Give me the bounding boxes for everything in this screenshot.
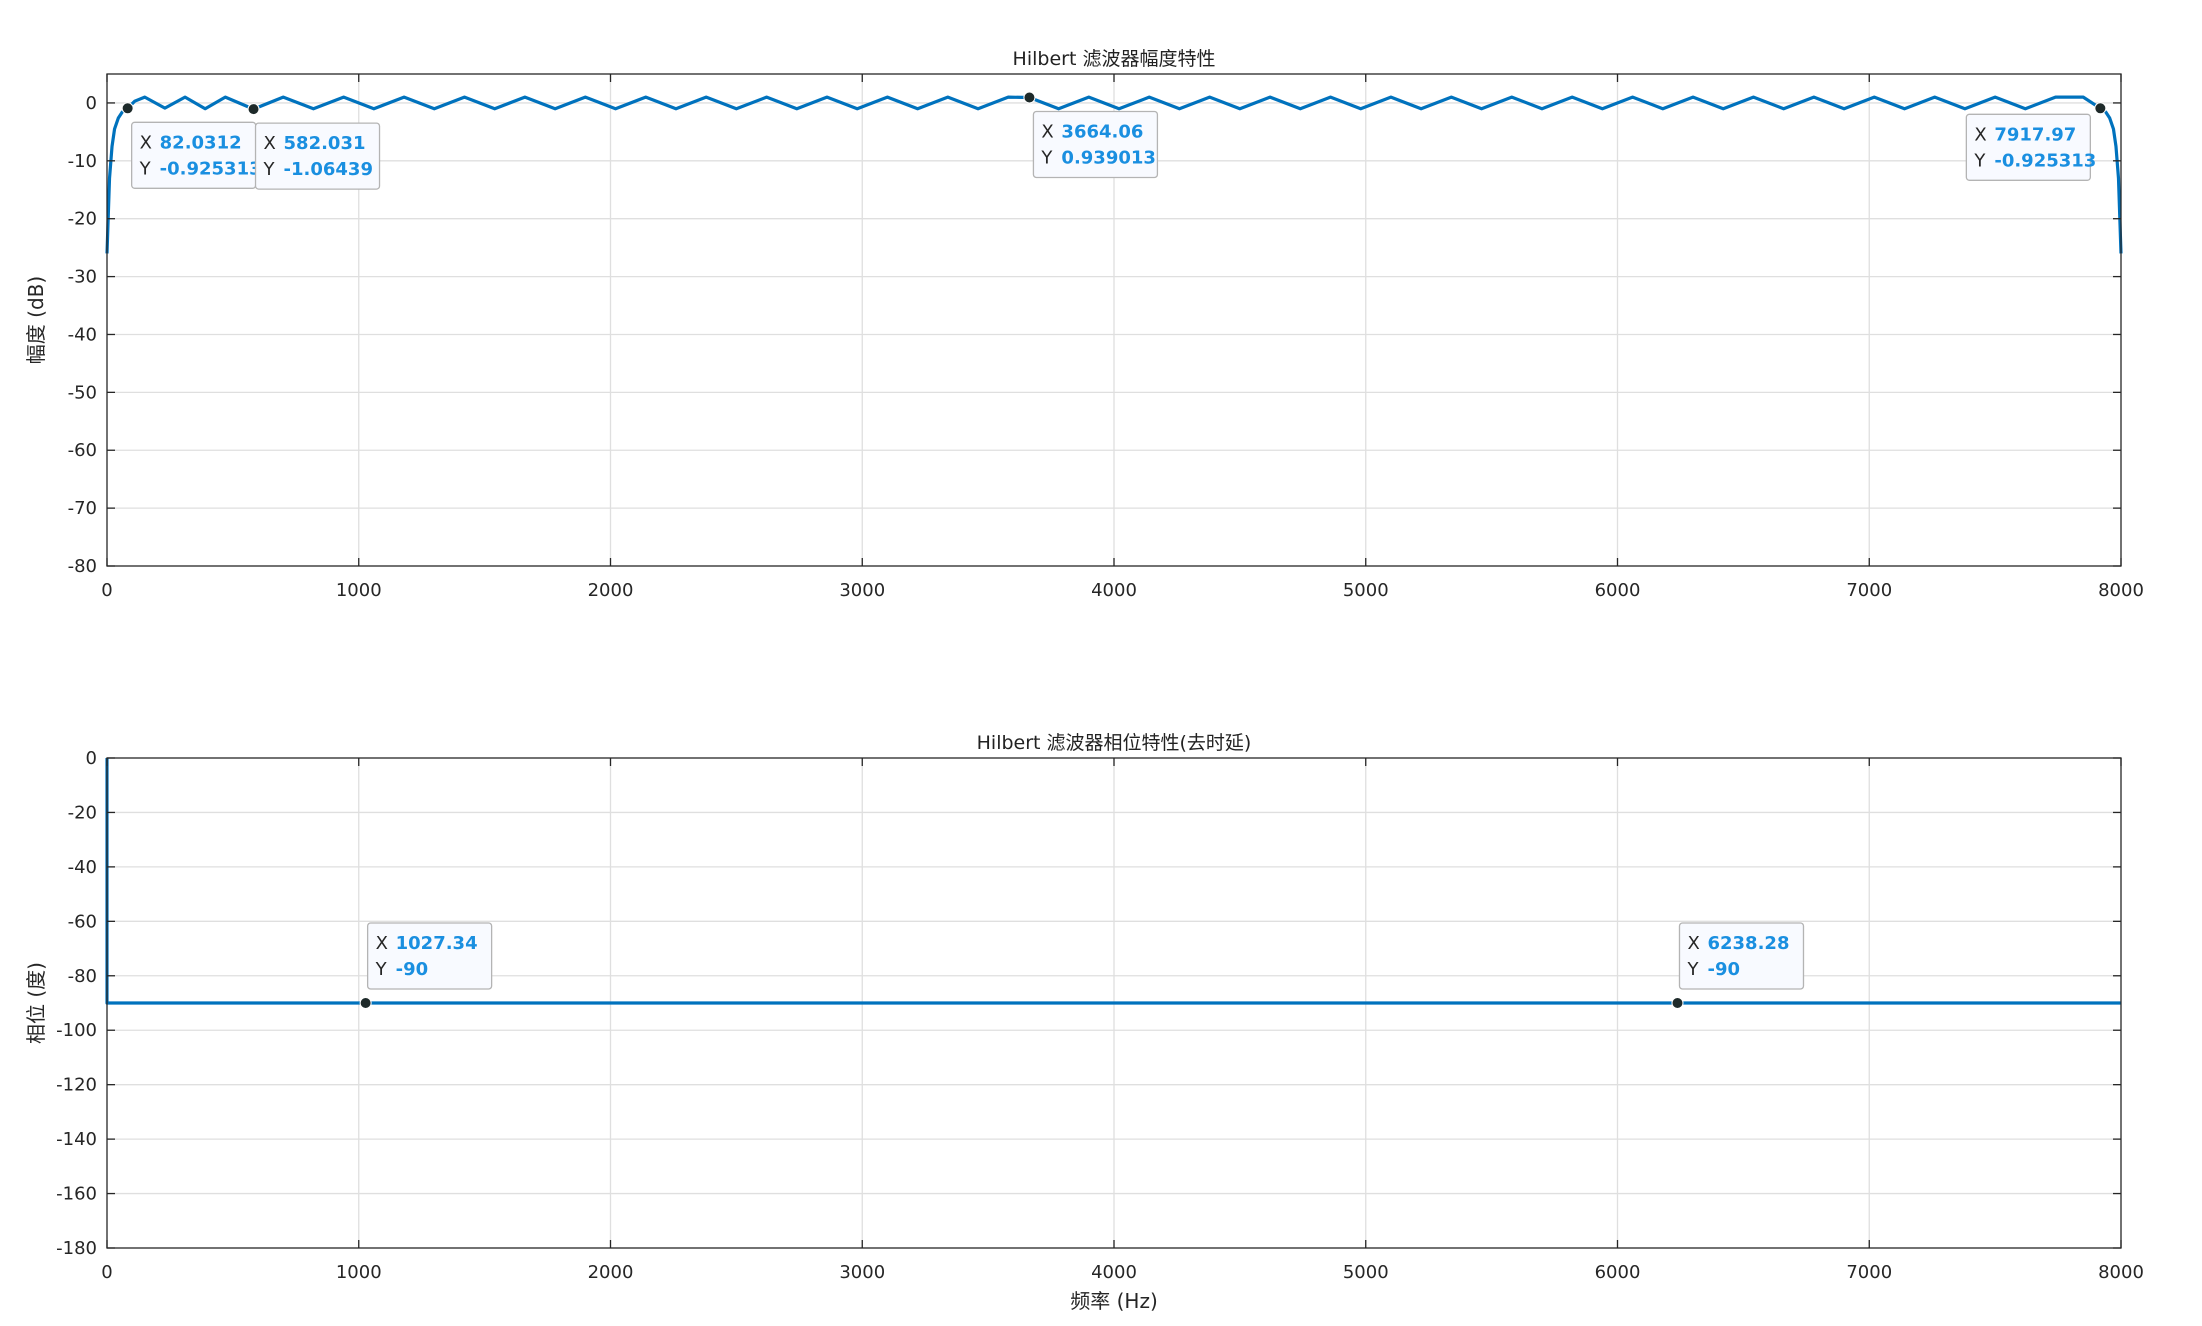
datatip-y-value: -1.06439 [284, 159, 373, 180]
phase-x-tick-label: 6000 [1595, 1262, 1641, 1283]
datatip-x-value: 1027.34 [396, 933, 478, 954]
magnitude-x-tick-label: 7000 [1846, 580, 1892, 601]
datatip-y-key: Y [1040, 148, 1053, 169]
datatip-y-value: -0.925313 [160, 158, 262, 179]
magnitude-y-tick-label: -30 [68, 267, 97, 288]
magnitude-x-tick-label: 6000 [1595, 580, 1641, 601]
magnitude-y-tick-label: -40 [68, 324, 97, 345]
magnitude-datatip-marker[interactable] [247, 103, 260, 116]
phase-x-tick-label: 7000 [1846, 1262, 1892, 1283]
phase-y-tick-label: -40 [68, 857, 97, 878]
magnitude-datatip-marker[interactable] [2094, 102, 2107, 115]
phase-y-tick-label: -120 [56, 1075, 97, 1096]
magnitude-datatip-marker[interactable] [121, 102, 134, 115]
magnitude-x-tick-label: 2000 [588, 580, 634, 601]
phase-x-tick-label: 4000 [1091, 1262, 1137, 1283]
datatip-box[interactable] [366, 922, 493, 990]
datatip-x-value: 82.0312 [160, 132, 242, 153]
magnitude-x-tick-label: 0 [101, 580, 112, 601]
magnitude-y-tick-label: -50 [68, 382, 97, 403]
datatip-y-value: 0.939013 [1061, 148, 1156, 169]
datatip-x-key: X [264, 133, 276, 154]
phase-datatip[interactable]: X 1027.34 Y -90 [366, 922, 493, 990]
datatip-x-value: 582.031 [284, 133, 366, 154]
datatip-box[interactable] [254, 122, 381, 190]
datatip-x-key: X [1041, 122, 1053, 143]
datatip-box[interactable] [1678, 922, 1805, 990]
phase-y-tick-label: -80 [68, 966, 97, 987]
datatip-x-value: 7917.97 [1994, 124, 2076, 145]
phase-x-axis-label: 频率 (Hz) [1070, 1289, 1158, 1313]
magnitude-chart-title: Hilbert 滤波器幅度特性 [1013, 48, 1216, 70]
phase-x-tick-label: 0 [101, 1262, 112, 1283]
phase-y-tick-label: -180 [56, 1238, 97, 1259]
datatip-x-value: 6238.28 [1707, 933, 1789, 954]
datatip-x-value: 3664.06 [1061, 122, 1143, 143]
magnitude-datatip-marker[interactable] [1023, 91, 1036, 104]
phase-datatip[interactable]: X 6238.28 Y -90 [1678, 922, 1805, 990]
phase-x-tick-label: 3000 [839, 1262, 885, 1283]
phase-datatip-marker[interactable] [1671, 997, 1684, 1009]
phase-chart-title: Hilbert 滤波器相位特性(去时延) [977, 732, 1252, 754]
phase-datatip-marker[interactable] [359, 997, 372, 1009]
magnitude-x-tick-label: 8000 [2098, 580, 2144, 601]
phase-y-tick-label: -160 [56, 1184, 97, 1205]
magnitude-y-tick-label: 0 [86, 93, 97, 114]
magnitude-axes: 0 1000 2000 3000 4000 5000 6000 7000 8000 0 -10 -20… [24, 48, 2144, 601]
datatip-y-key: Y [139, 158, 152, 179]
datatip-y-value: -90 [396, 959, 429, 980]
magnitude-x-tick-label: 1000 [336, 580, 382, 601]
datatip-x-key: X [1974, 124, 1986, 145]
datatip-y-key: Y [263, 159, 276, 180]
phase-y-tick-label: -60 [68, 911, 97, 932]
phase-x-tick-label: 8000 [2098, 1262, 2144, 1283]
datatip-y-value: -0.925313 [1994, 150, 2096, 171]
phase-y-axis-label: 相位 (度) [24, 962, 48, 1044]
phase-y-tick-label: -100 [56, 1020, 97, 1041]
magnitude-datatip[interactable]: X 82.0312 Y -0.925313 [131, 121, 262, 189]
datatip-y-key: Y [375, 959, 388, 980]
phase-axes: 0 1000 2000 3000 4000 5000 6000 7000 8000 0 -20 -40… [24, 732, 2144, 1313]
magnitude-datatip[interactable]: X 7917.97 Y -0.925313 [1965, 113, 2096, 181]
datatip-y-value: -90 [1707, 959, 1740, 980]
magnitude-x-tick-label: 5000 [1343, 580, 1389, 601]
magnitude-y-tick-label: -80 [68, 556, 97, 577]
phase-x-tick-label: 2000 [588, 1262, 634, 1283]
magnitude-datatip[interactable]: X 582.031 Y -1.06439 [254, 122, 381, 190]
phase-y-tick-label: -20 [68, 802, 97, 823]
magnitude-series-line [105, 95, 2123, 254]
magnitude-y-axis-label: 幅度 (dB) [24, 276, 48, 364]
phase-x-tick-label: 1000 [336, 1262, 382, 1283]
datatip-y-key: Y [1686, 959, 1699, 980]
magnitude-x-tick-label: 3000 [839, 580, 885, 601]
datatip-x-key: X [376, 933, 388, 954]
magnitude-y-tick-label: -70 [68, 498, 97, 519]
phase-y-tick-label: 0 [86, 748, 97, 769]
phase-y-tick-label: -140 [56, 1129, 97, 1150]
datatip-y-key: Y [1973, 150, 1986, 171]
magnitude-y-tick-label: -10 [68, 151, 97, 172]
magnitude-x-tick-label: 4000 [1091, 580, 1137, 601]
magnitude-y-tick-label: -60 [68, 440, 97, 461]
magnitude-datatip[interactable]: X 3664.06 Y 0.939013 [1032, 110, 1159, 179]
datatip-x-key: X [140, 132, 152, 153]
datatip-box[interactable] [1965, 113, 2091, 181]
datatip-x-key: X [1687, 933, 1699, 954]
phase-x-tick-label: 5000 [1343, 1262, 1389, 1283]
datatip-box[interactable] [1032, 110, 1159, 179]
magnitude-y-tick-label: -20 [68, 209, 97, 230]
